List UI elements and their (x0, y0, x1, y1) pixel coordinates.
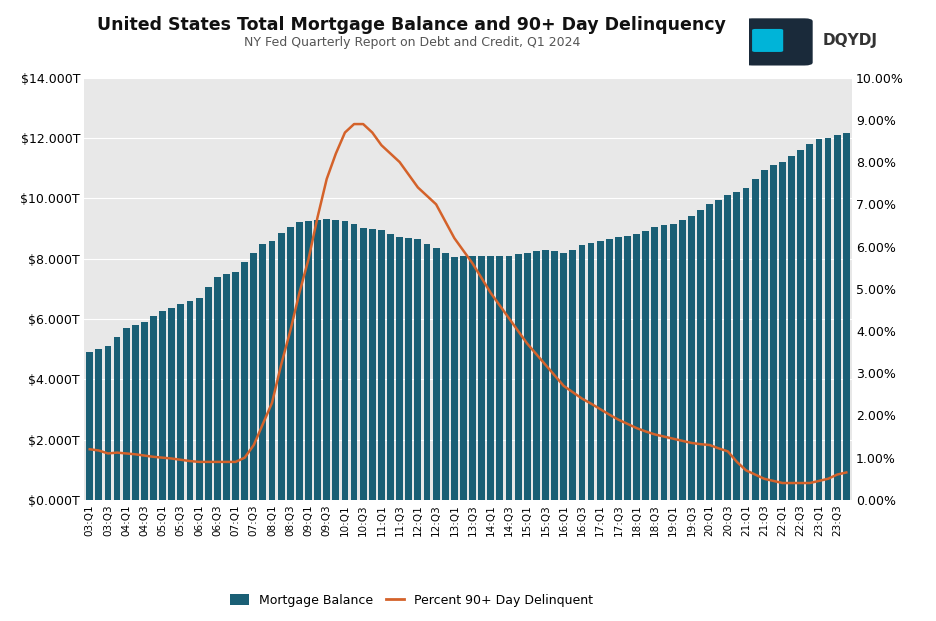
Bar (742, 188, 750, 500)
Bar (597, 240, 604, 500)
Bar (323, 219, 330, 500)
Bar (606, 239, 613, 500)
Bar (788, 156, 795, 500)
Bar (342, 221, 348, 500)
Bar (669, 224, 677, 500)
Bar (159, 311, 166, 500)
Bar (688, 216, 695, 500)
Bar (561, 253, 567, 500)
Bar (724, 195, 731, 500)
Bar (351, 224, 358, 500)
Bar (415, 239, 421, 500)
Bar (168, 309, 175, 500)
Bar (150, 316, 157, 500)
Bar (332, 220, 339, 500)
Bar (451, 257, 458, 500)
Bar (779, 162, 786, 500)
Bar (432, 248, 440, 500)
Bar (196, 298, 202, 500)
Text: DQYDJ: DQYDJ (823, 34, 878, 48)
Bar (223, 274, 230, 500)
Bar (286, 227, 294, 500)
Bar (533, 251, 540, 500)
Bar (697, 211, 704, 500)
FancyBboxPatch shape (753, 29, 783, 52)
Bar (715, 200, 722, 500)
Bar (542, 250, 548, 500)
Bar (478, 256, 485, 500)
Bar (624, 236, 631, 500)
Bar (679, 220, 686, 500)
Bar (113, 337, 121, 500)
Bar (132, 325, 139, 500)
Bar (569, 250, 577, 500)
Bar (797, 150, 804, 500)
Bar (834, 135, 841, 500)
Bar (825, 138, 831, 500)
Bar (651, 227, 658, 500)
Bar (396, 237, 403, 500)
Bar (615, 237, 622, 500)
Bar (305, 221, 312, 500)
Bar (524, 253, 531, 500)
Bar (250, 253, 257, 500)
Bar (314, 220, 321, 500)
Bar (460, 256, 467, 500)
Bar (232, 272, 239, 500)
Bar (359, 229, 367, 500)
Bar (578, 245, 585, 500)
Text: NY Fed Quarterly Report on Debt and Credit, Q1 2024: NY Fed Quarterly Report on Debt and Cred… (243, 36, 580, 49)
Bar (95, 349, 102, 500)
Bar (86, 352, 93, 500)
Bar (178, 304, 184, 500)
Bar (588, 243, 594, 500)
Bar (405, 238, 412, 500)
Bar (214, 277, 221, 500)
Bar (296, 222, 302, 500)
Bar (469, 256, 476, 500)
Bar (105, 346, 111, 500)
Bar (815, 140, 823, 500)
Bar (551, 251, 558, 500)
Bar (369, 229, 375, 500)
Bar (734, 192, 740, 500)
Legend: Mortgage Balance, Percent 90+ Day Delinquent: Mortgage Balance, Percent 90+ Day Delinq… (226, 589, 598, 612)
Bar (843, 134, 850, 500)
Bar (807, 144, 813, 500)
Bar (205, 288, 212, 500)
Bar (706, 204, 713, 500)
Bar (761, 170, 768, 500)
Bar (634, 235, 640, 500)
Bar (123, 328, 129, 500)
Bar (496, 256, 504, 500)
Bar (770, 165, 777, 500)
Bar (661, 225, 667, 500)
Bar (505, 256, 512, 500)
Bar (186, 301, 194, 500)
Bar (752, 179, 758, 500)
Bar (424, 243, 431, 500)
Text: United States Total Mortgage Balance and 90+ Day Delinquency: United States Total Mortgage Balance and… (97, 16, 726, 34)
Bar (515, 254, 521, 500)
Bar (259, 243, 267, 500)
Bar (642, 230, 650, 500)
Bar (269, 240, 275, 500)
Bar (141, 322, 148, 500)
Bar (278, 233, 285, 500)
Bar (241, 261, 248, 500)
Bar (488, 256, 494, 500)
FancyBboxPatch shape (744, 18, 812, 65)
Bar (378, 230, 385, 500)
Bar (442, 253, 448, 500)
Bar (388, 234, 394, 500)
